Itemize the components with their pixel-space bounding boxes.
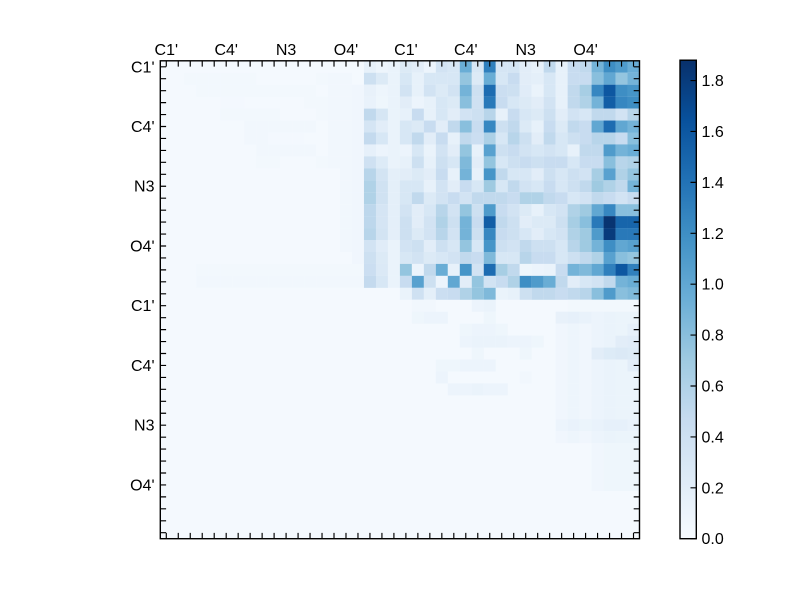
- svg-text:O4': O4': [334, 42, 358, 59]
- svg-text:N3: N3: [134, 179, 155, 196]
- svg-text:C4': C4': [454, 42, 478, 59]
- svg-text:0.6: 0.6: [702, 379, 724, 396]
- svg-text:0.2: 0.2: [702, 480, 724, 497]
- svg-text:1.0: 1.0: [702, 277, 724, 294]
- svg-text:0.0: 0.0: [702, 531, 724, 548]
- svg-text:O4': O4': [573, 42, 597, 59]
- svg-text:1.2: 1.2: [702, 226, 724, 243]
- svg-text:1.8: 1.8: [702, 73, 724, 90]
- svg-text:C4': C4': [214, 42, 238, 59]
- svg-text:C4': C4': [131, 119, 155, 136]
- svg-text:C4': C4': [131, 358, 155, 375]
- svg-text:O4': O4': [130, 239, 154, 256]
- svg-text:C1': C1': [155, 42, 179, 59]
- svg-text:N3: N3: [134, 418, 155, 435]
- svg-text:C1': C1': [131, 298, 155, 315]
- svg-text:1.4: 1.4: [702, 175, 724, 192]
- svg-text:C1': C1': [131, 59, 155, 76]
- svg-text:N3: N3: [276, 42, 297, 59]
- svg-text:N3: N3: [515, 42, 536, 59]
- svg-text:0.4: 0.4: [702, 429, 724, 446]
- svg-text:O4': O4': [130, 477, 154, 494]
- svg-text:0.8: 0.8: [702, 328, 724, 345]
- svg-text:C1': C1': [394, 42, 418, 59]
- svg-text:1.6: 1.6: [702, 124, 724, 141]
